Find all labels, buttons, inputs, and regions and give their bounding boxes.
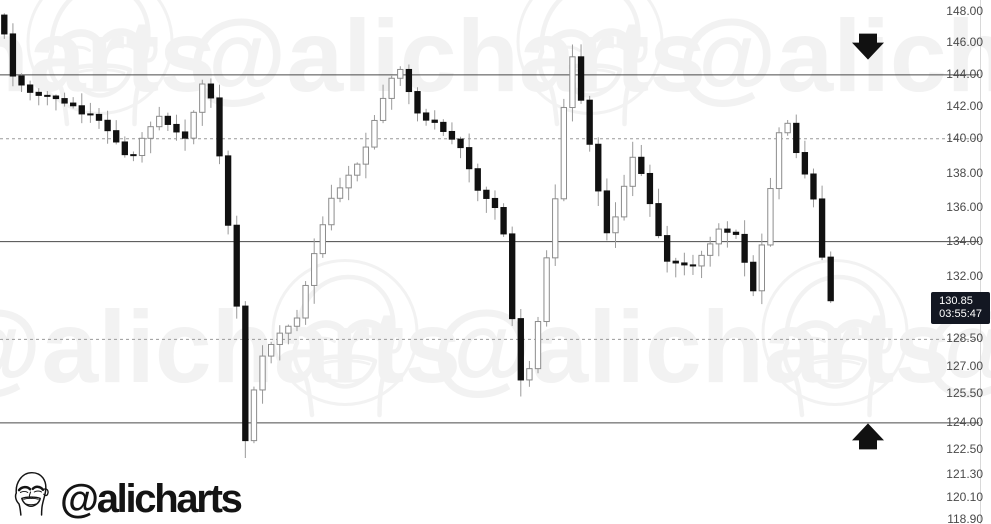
svg-text:@alicharts: @alicharts bbox=[60, 477, 242, 521]
